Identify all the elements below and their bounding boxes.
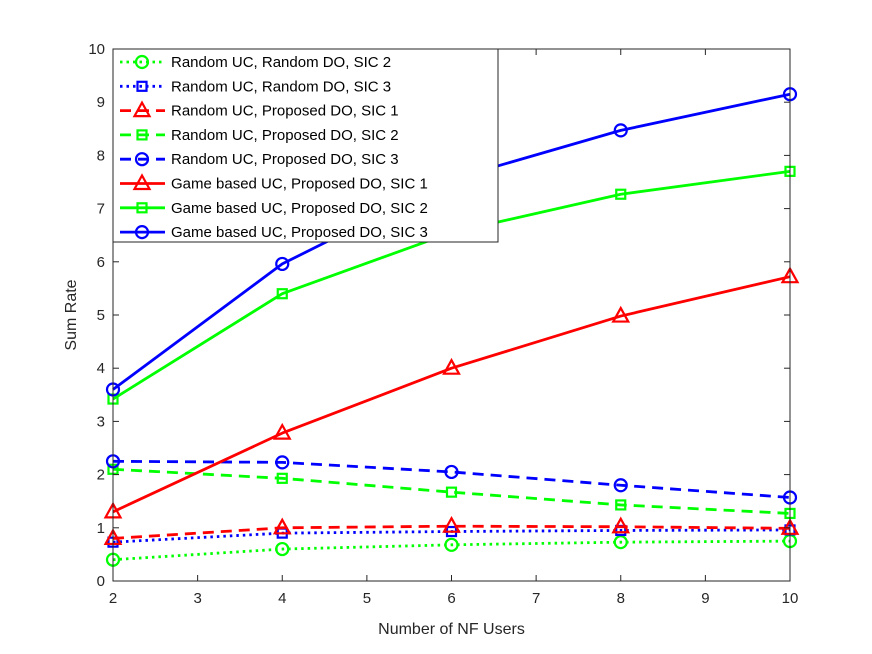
legend-marker-sample [132, 100, 152, 118]
legend-label: Random UC, Random DO, SIC 2 [171, 54, 391, 71]
data-point-marker [275, 541, 290, 557]
series-line [112, 459, 791, 499]
ticks: 2 3 4 5 6 7 8 9 10 0 1 2 3 4 5 6 7 8 9 10 [88, 41, 798, 607]
y-tick-label: 8 [97, 147, 105, 164]
legend-label: Game based UC, Proposed DO, SIC 2 [171, 200, 428, 217]
data-point-marker [444, 537, 459, 552]
legend-label: Random UC, Proposed DO, SIC 2 [171, 127, 399, 144]
series-line [112, 467, 791, 515]
legend-label: Game based UC, Proposed DO, SIC 1 [171, 176, 428, 193]
legend-marker-sample [134, 54, 150, 70]
legend-label: Random UC, Proposed DO, SIC 1 [171, 103, 399, 120]
data-point-marker [445, 486, 458, 498]
x-tick-label: 4 [278, 590, 286, 607]
plot-lines [103, 87, 800, 567]
legend-entry: Random UC, Random DO, SIC 2 [120, 54, 391, 71]
legend-label: Random UC, Proposed DO, SIC 3 [171, 151, 399, 168]
data-point-marker [613, 535, 628, 550]
y-tick-label: 9 [97, 94, 105, 111]
legend-label: Random UC, Random DO, SIC 3 [171, 78, 391, 95]
series-line [112, 275, 791, 514]
y-tick-label: 10 [88, 41, 105, 58]
series-line [112, 539, 791, 562]
data-point-marker [442, 515, 461, 533]
legend-marker-sample [134, 152, 150, 167]
legend-marker-sample [136, 129, 148, 141]
legend: Random UC, Random DO, SIC 2 Random UC, Ra… [112, 48, 499, 243]
data-point-marker [613, 478, 628, 493]
y-tick-label: 7 [97, 201, 105, 218]
y-tick-label: 2 [97, 467, 105, 484]
legend-marker-sample [132, 173, 152, 191]
x-axis-title: Number of NF Users [378, 621, 525, 638]
x-tick-label: 7 [532, 590, 540, 607]
data-point-marker [615, 499, 627, 511]
legend-entry: Game based UC, Proposed DO, SIC 1 [120, 173, 428, 193]
data-point-marker [611, 305, 631, 323]
y-tick-label: 6 [97, 254, 105, 271]
y-axis-title: Sum Rate [63, 279, 80, 350]
data-point-marker [442, 357, 461, 375]
legend-entry: Random UC, Proposed DO, SIC 3 [120, 151, 399, 168]
legend-entry: Random UC, Random DO, SIC 3 [120, 78, 391, 95]
data-point-marker [275, 455, 290, 470]
series-line [112, 524, 791, 540]
data-point-marker [276, 472, 288, 484]
y-tick-label: 1 [97, 520, 105, 537]
data-point-marker [444, 464, 459, 480]
x-tick-label: 5 [363, 590, 371, 607]
y-tick-label: 5 [97, 307, 105, 324]
legend-box [112, 48, 499, 243]
data-point-marker [275, 256, 290, 272]
data-point-marker [615, 188, 627, 200]
x-tick-label: 8 [617, 590, 625, 607]
y-tick-label: 0 [97, 573, 105, 590]
x-tick-label: 9 [701, 590, 709, 607]
data-point-marker [611, 516, 631, 534]
x-tick-label: 3 [193, 590, 201, 607]
legend-marker-sample [136, 202, 148, 214]
data-point-marker [276, 288, 288, 300]
y-tick-label: 3 [97, 413, 105, 430]
legend-label: Game based UC, Proposed DO, SIC 3 [171, 224, 428, 241]
legend-marker-sample [136, 80, 148, 92]
x-tick-label: 6 [447, 590, 455, 607]
legend-entry: Random UC, Proposed DO, SIC 1 [120, 100, 399, 120]
legend-marker-sample [134, 225, 150, 240]
x-tick-label: 10 [782, 590, 799, 607]
legend-entry: Game based UC, Proposed DO, SIC 2 [120, 200, 428, 217]
legend-entry: Random UC, Proposed DO, SIC 2 [120, 127, 399, 144]
data-point-marker [272, 422, 292, 440]
data-point-marker [613, 123, 628, 138]
y-tick-label: 4 [97, 360, 105, 377]
data-point-marker [272, 517, 292, 535]
series-3 [103, 515, 800, 546]
x-tick-label: 2 [109, 590, 117, 607]
legend-entry: Game based UC, Proposed DO, SIC 3 [120, 224, 428, 241]
